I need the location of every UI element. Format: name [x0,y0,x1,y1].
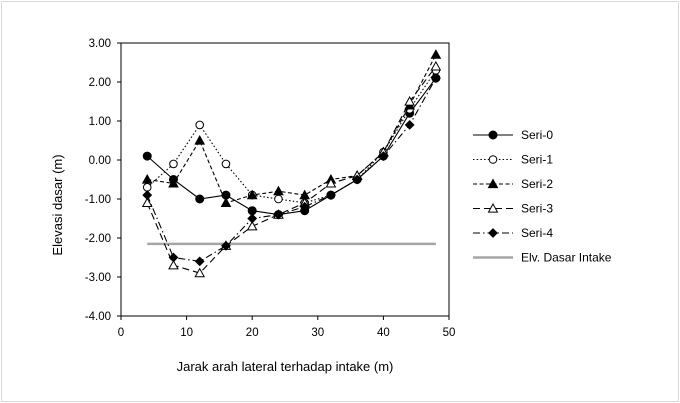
legend-label: Seri-2 [521,177,553,191]
legend-item: Seri-0 [473,128,553,142]
legend: Seri-0 Seri-1 Seri-2 Seri-3 Seri-4 Elv. Dasar… [473,128,612,265]
legend-item: Seri-1 [473,153,553,167]
data-point [274,194,283,204]
series-line [146,66,437,274]
y-tick-label: -4.00 [85,311,111,323]
series-layer [141,49,442,278]
legend-label: Elv. Dasar Intake [521,251,612,265]
legend-item: Elv. Dasar Intake [473,251,612,265]
x-axis-title: Jarak arah lateral terhadap intake (m) [177,359,394,374]
y-axis-ticks: 3.00 2.00 1.00 0.00 -1.00 -2.00 -3.00 -4.00 [85,38,121,323]
data-point [246,189,258,200]
data-point [404,119,415,130]
plot-area [120,42,450,317]
legend-item: Seri-2 [473,177,553,191]
y-tick-label: -3.00 [85,272,111,284]
data-point [168,177,179,188]
data-point [220,197,232,207]
series-seri-2 [141,49,442,207]
y-tick-label: 0.00 [89,155,111,167]
x-tick-label: 50 [443,327,456,339]
data-point [142,151,152,161]
data-point [141,173,153,184]
data-point [221,159,231,169]
data-point [169,159,178,169]
legend-marker [488,130,498,140]
data-point [404,95,415,106]
legend-marker [488,155,498,164]
legend-label: Seri-3 [521,202,553,216]
data-point [352,174,363,185]
data-point [430,60,442,71]
data-point [273,185,284,196]
y-tick-label: 3.00 [89,38,111,50]
legend-label: Seri-0 [521,128,553,142]
legend-marker [487,178,499,189]
plot-frame [120,42,450,317]
legend-item: Seri-3 [473,202,553,216]
y-tick-label: -1.00 [85,194,111,206]
data-point [247,206,257,216]
data-point [142,190,153,201]
data-point [195,120,205,130]
data-point [430,73,441,84]
data-point [273,209,284,220]
x-axis-ticks: 0 10 20 30 40 50 [118,316,456,339]
legend-label: Seri-4 [521,226,553,240]
legend-item: Seri-4 [473,226,553,240]
x-tick-label: 20 [246,327,259,339]
data-point [194,134,206,145]
data-point [194,256,205,267]
data-point [195,194,205,204]
data-point [326,190,336,201]
data-point [168,259,179,270]
data-point [221,240,231,251]
series-seri-4 [142,73,441,267]
data-point [247,213,258,224]
y-tick-label: 2.00 [89,77,111,89]
data-point [141,197,153,207]
data-point [325,177,337,188]
data-point [246,220,258,231]
y-axis-title: Elevasi dasar (m) [50,154,65,255]
x-tick-label: 0 [118,327,124,339]
data-point [430,49,442,59]
legend-label: Seri-1 [521,153,553,167]
series-line [147,54,437,204]
data-point [142,183,152,192]
x-tick-label: 30 [311,327,324,339]
legend-marker [488,228,498,238]
series-line [146,69,437,204]
data-point [378,151,389,162]
x-tick-label: 40 [377,327,390,339]
y-tick-label: 1.00 [89,116,111,128]
series-line [146,77,437,216]
data-point [168,252,179,263]
data-point [299,201,310,212]
data-point [194,267,206,278]
legend-marker [487,202,499,213]
x-tick-label: 10 [180,327,193,339]
series-line [146,77,437,262]
y-tick-label: -2.00 [85,233,111,245]
